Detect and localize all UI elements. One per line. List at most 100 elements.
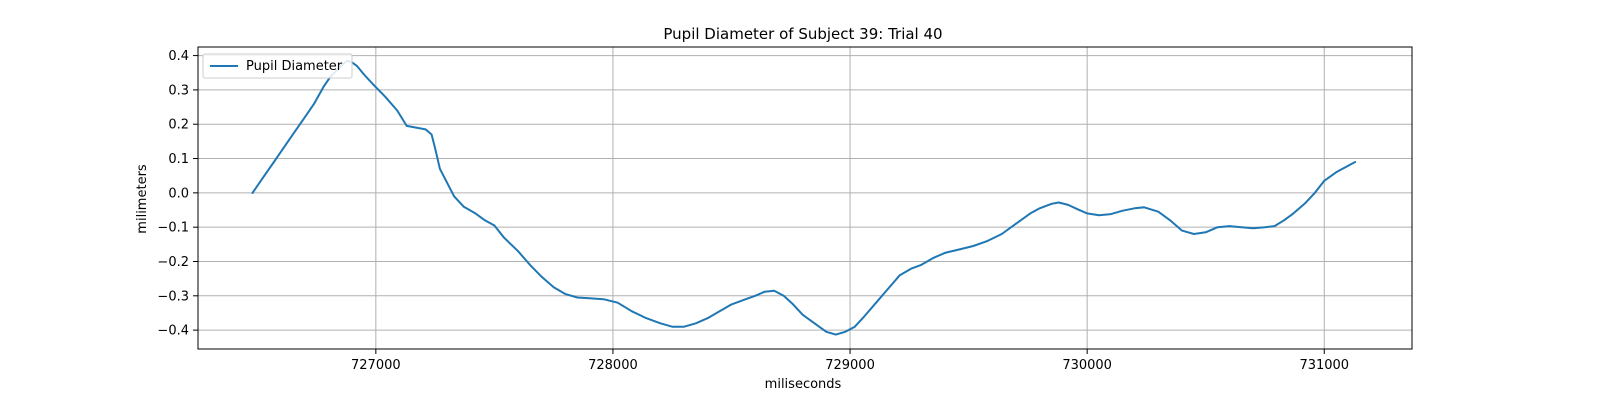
data-point — [415, 126, 417, 129]
data-point — [754, 295, 756, 297]
data-point — [396, 109, 399, 112]
data-point — [1335, 171, 1337, 174]
data-point — [1228, 225, 1231, 227]
data-point — [453, 195, 455, 198]
data-point — [1057, 201, 1060, 204]
data-point — [294, 130, 297, 132]
data-point — [1304, 202, 1307, 204]
legend: Pupil Diameter — [202, 53, 353, 79]
data-point — [782, 295, 785, 297]
data-point — [825, 331, 828, 333]
data-point — [910, 267, 913, 270]
y-tick-label: −0.2 — [157, 255, 189, 270]
data-point — [773, 289, 775, 292]
data-point — [1098, 214, 1100, 216]
y-tick-label: 0.0 — [168, 186, 189, 201]
data-point — [446, 181, 448, 184]
data-point — [1169, 219, 1171, 222]
data-point — [1292, 212, 1295, 215]
x-tick-label: 730000 — [1062, 358, 1112, 373]
data-point — [493, 224, 496, 227]
data-point — [430, 133, 433, 136]
data-point — [1273, 225, 1276, 227]
data-point — [602, 298, 605, 301]
data-point — [1240, 226, 1243, 228]
data-point — [484, 219, 486, 222]
chart-title: Pupil Diameter of Subject 39: Trial 40 — [663, 25, 942, 43]
data-point — [1038, 207, 1041, 210]
data-point — [792, 303, 794, 306]
data-point — [372, 84, 375, 86]
data-point — [1216, 226, 1219, 228]
data-point — [645, 317, 647, 319]
data-point — [801, 313, 804, 316]
data-point — [1050, 203, 1053, 205]
data-point — [695, 322, 697, 325]
y-tick-label: 0.3 — [168, 83, 189, 98]
x-tick-label: 729000 — [825, 358, 875, 373]
data-point — [503, 236, 505, 239]
data-point — [541, 276, 543, 278]
data-point — [405, 125, 408, 127]
data-point — [439, 168, 441, 170]
data-point — [1110, 213, 1112, 215]
data-point — [887, 288, 889, 290]
y-axis-label: milimeters — [135, 164, 150, 234]
data-point — [1323, 180, 1326, 182]
data-point — [273, 161, 275, 163]
y-tick-label: 0.4 — [168, 49, 189, 64]
data-point — [932, 257, 934, 259]
legend-entry-label: Pupil Diameter — [246, 59, 343, 74]
data-point — [1193, 233, 1195, 235]
y-tick-label: −0.1 — [157, 221, 189, 236]
data-point — [1354, 161, 1356, 163]
data-point — [284, 144, 287, 146]
data-point — [1264, 226, 1266, 228]
data-point — [835, 333, 837, 336]
data-point — [730, 303, 733, 306]
y-tick-label: −0.3 — [157, 289, 189, 304]
data-point — [1015, 222, 1017, 225]
data-point — [631, 310, 633, 313]
data-point — [972, 245, 975, 247]
data-point — [303, 116, 306, 119]
data-point — [875, 301, 877, 304]
data-point — [363, 73, 365, 76]
data-point — [1029, 212, 1032, 215]
data-point — [424, 128, 427, 131]
data-point — [958, 248, 960, 251]
data-point — [434, 147, 436, 149]
data-point — [844, 331, 847, 333]
data-point — [1204, 231, 1207, 234]
data-point — [529, 264, 531, 266]
data-point — [462, 205, 465, 208]
data-point — [1086, 212, 1088, 215]
data-point — [683, 325, 685, 328]
data-point — [763, 290, 766, 293]
data-point — [744, 298, 747, 301]
data-point — [322, 85, 325, 88]
data-point — [474, 212, 477, 215]
data-point — [1121, 209, 1124, 212]
data-point — [944, 252, 946, 254]
data-point — [707, 317, 709, 319]
y-tick-label: 0.1 — [168, 152, 189, 167]
data-point — [261, 178, 263, 180]
y-tick-label: −0.4 — [157, 324, 189, 339]
data-point — [1157, 210, 1160, 213]
x-axis-label: miliseconds — [765, 377, 842, 392]
data-point — [1001, 233, 1003, 235]
plot-frame — [197, 46, 1413, 350]
tick-layer: 727000 728000 729000 730000 731000 0.4 0.3 0.2 0… — [157, 49, 1349, 373]
data-point — [576, 296, 579, 299]
series-layer — [251, 59, 1357, 336]
data-point — [813, 322, 816, 325]
data-point — [1067, 204, 1069, 206]
data-point — [588, 297, 590, 300]
data-point — [251, 192, 254, 194]
data-point — [1344, 166, 1347, 168]
data-point — [854, 325, 856, 328]
data-point — [616, 301, 619, 304]
grid-layer — [198, 47, 1412, 349]
